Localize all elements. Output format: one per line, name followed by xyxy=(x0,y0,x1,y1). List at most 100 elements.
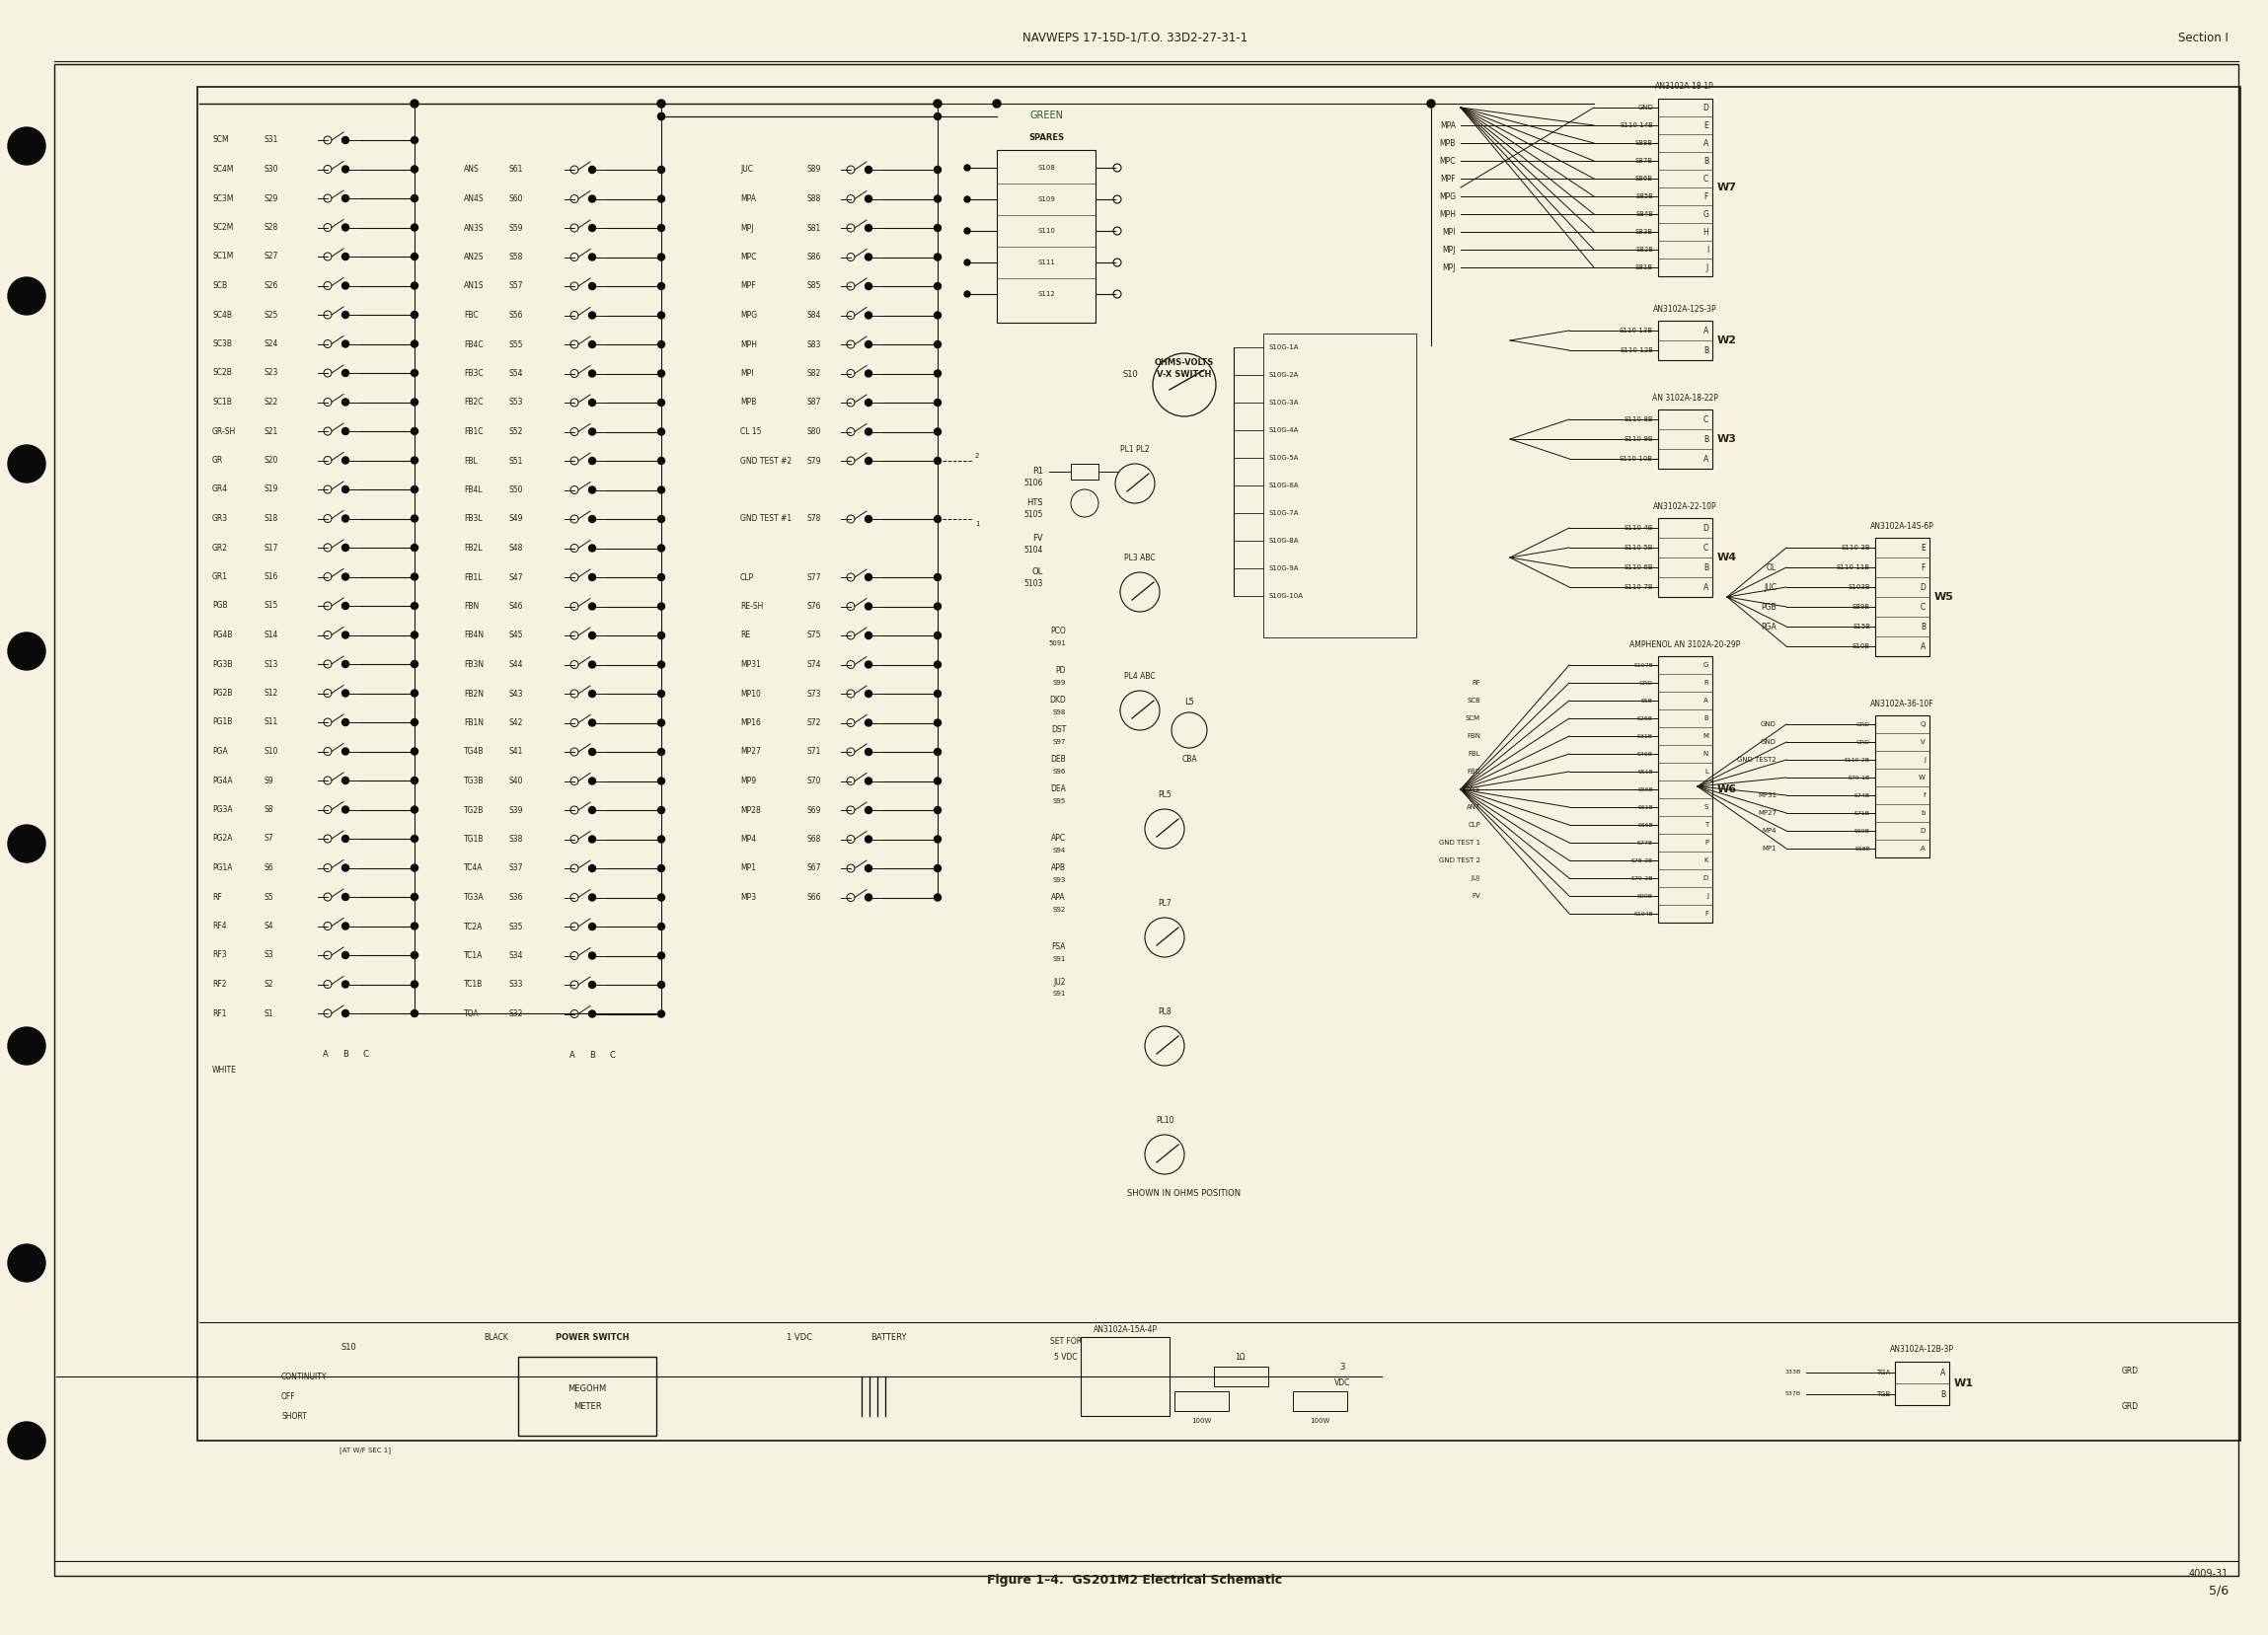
Text: PL5: PL5 xyxy=(1157,790,1170,800)
Text: SC3M: SC3M xyxy=(213,195,234,203)
Circle shape xyxy=(411,283,417,289)
Circle shape xyxy=(864,224,871,232)
Text: GR3: GR3 xyxy=(213,513,229,523)
Circle shape xyxy=(934,253,941,260)
Text: S42: S42 xyxy=(508,718,522,728)
Bar xyxy=(1293,1391,1347,1411)
Text: SC2B: SC2B xyxy=(213,368,231,378)
Text: APA: APA xyxy=(1052,893,1066,903)
Circle shape xyxy=(934,167,941,173)
Circle shape xyxy=(934,574,941,580)
Text: N: N xyxy=(1703,750,1708,757)
Circle shape xyxy=(658,167,665,173)
Text: S88: S88 xyxy=(807,195,821,203)
Circle shape xyxy=(658,952,665,960)
Circle shape xyxy=(590,1010,596,1017)
Text: B: B xyxy=(1703,157,1708,165)
Circle shape xyxy=(342,486,349,492)
Text: S26: S26 xyxy=(263,281,277,289)
Text: S70: S70 xyxy=(807,777,821,785)
Text: S82: S82 xyxy=(807,370,821,378)
Text: RF1: RF1 xyxy=(213,1009,227,1019)
Text: PG3A: PG3A xyxy=(213,804,234,814)
Text: S21: S21 xyxy=(263,427,277,435)
Text: S88B: S88B xyxy=(1635,141,1653,146)
Text: S37: S37 xyxy=(508,863,522,873)
Circle shape xyxy=(7,128,45,165)
Text: W: W xyxy=(1919,775,1926,780)
Text: A: A xyxy=(322,1050,329,1059)
Circle shape xyxy=(658,719,665,726)
Text: PL3 ABC: PL3 ABC xyxy=(1125,553,1154,562)
Text: MP4: MP4 xyxy=(739,835,755,844)
Text: MPC: MPC xyxy=(1440,157,1456,165)
Text: S22: S22 xyxy=(263,397,277,407)
Text: C: C xyxy=(1703,175,1708,183)
Text: S110-14B: S110-14B xyxy=(1619,123,1653,128)
Text: D: D xyxy=(1921,827,1926,834)
Circle shape xyxy=(658,312,665,319)
Circle shape xyxy=(342,893,349,901)
Circle shape xyxy=(658,253,665,260)
Circle shape xyxy=(411,922,417,929)
Text: S10G-2A: S10G-2A xyxy=(1268,373,1297,378)
Circle shape xyxy=(864,399,871,405)
Text: 333B: 333B xyxy=(1785,1370,1801,1375)
Text: S110-9B: S110-9B xyxy=(1624,437,1653,441)
Circle shape xyxy=(7,633,45,670)
Text: S54: S54 xyxy=(508,370,522,378)
Text: AMPHENOL AN 3102A-20-29P: AMPHENOL AN 3102A-20-29P xyxy=(1628,639,1740,649)
Text: MP27: MP27 xyxy=(739,747,760,757)
Bar xyxy=(1082,1337,1170,1416)
Circle shape xyxy=(934,835,941,842)
Text: RE-SH: RE-SH xyxy=(739,602,764,611)
Text: FBL: FBL xyxy=(1467,750,1481,757)
Text: S87B: S87B xyxy=(1635,159,1653,164)
Text: GND TEST #2: GND TEST #2 xyxy=(739,456,792,466)
Text: FB4N: FB4N xyxy=(465,631,483,639)
Text: FV: FV xyxy=(1032,533,1043,543)
Bar xyxy=(1175,1391,1229,1411)
Text: MPA: MPA xyxy=(1440,121,1456,129)
Text: S27: S27 xyxy=(263,252,277,262)
Circle shape xyxy=(658,981,665,988)
Text: 5105: 5105 xyxy=(1025,510,1043,520)
Text: S110-4B: S110-4B xyxy=(1624,525,1653,531)
Text: POWER SWITCH: POWER SWITCH xyxy=(556,1333,628,1341)
Text: W2: W2 xyxy=(1717,335,1737,345)
Text: T: T xyxy=(1703,822,1708,827)
Text: S92: S92 xyxy=(1052,907,1066,912)
Text: S2: S2 xyxy=(263,979,272,989)
Circle shape xyxy=(411,195,417,201)
Text: H: H xyxy=(1703,227,1708,237)
Circle shape xyxy=(658,195,665,203)
Circle shape xyxy=(934,778,941,785)
Circle shape xyxy=(934,100,941,108)
Text: E: E xyxy=(1921,543,1926,553)
Text: JUC: JUC xyxy=(739,165,753,175)
Circle shape xyxy=(864,778,871,785)
Circle shape xyxy=(411,456,417,464)
Circle shape xyxy=(658,113,665,119)
Text: GR: GR xyxy=(213,456,222,464)
Text: S4: S4 xyxy=(263,922,272,930)
Text: SHORT: SHORT xyxy=(281,1411,306,1421)
Text: S84: S84 xyxy=(807,311,821,320)
Text: S58: S58 xyxy=(508,252,522,262)
Circle shape xyxy=(411,486,417,492)
Circle shape xyxy=(590,894,596,901)
Text: W7: W7 xyxy=(1717,183,1737,193)
Text: S71: S71 xyxy=(807,747,821,757)
Circle shape xyxy=(7,826,45,862)
Text: S81: S81 xyxy=(807,224,821,232)
Circle shape xyxy=(590,719,596,726)
Text: Section I: Section I xyxy=(2177,31,2229,44)
Text: FBC: FBC xyxy=(465,311,479,320)
Text: S40: S40 xyxy=(508,777,522,785)
Text: SC3B: SC3B xyxy=(213,340,231,348)
Circle shape xyxy=(934,458,941,464)
Circle shape xyxy=(342,370,349,376)
Text: FB2L: FB2L xyxy=(465,544,483,553)
Circle shape xyxy=(590,924,596,930)
Bar xyxy=(1876,716,1930,857)
